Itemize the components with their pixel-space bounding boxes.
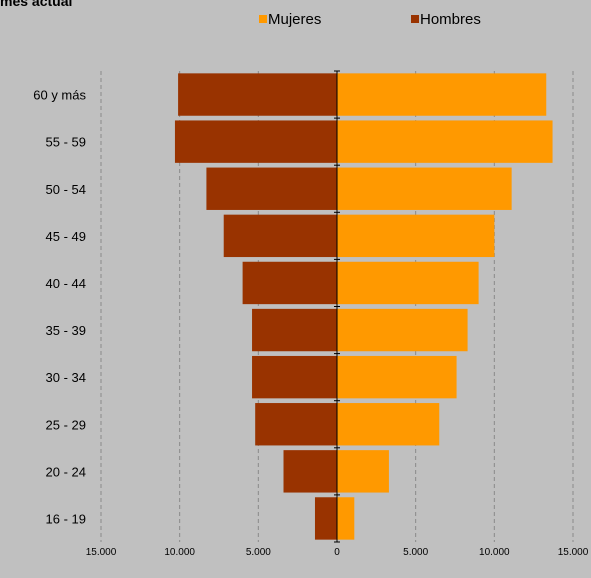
bar-hombres-30-34 [252, 355, 337, 399]
tick-labels: 15.000 10.000 5.000 0 5.000 10.000 15.000 [86, 547, 589, 558]
bars [174, 73, 553, 540]
x-tick-label: 10.000 [164, 547, 195, 558]
x-tick-label: 15.000 [558, 547, 589, 558]
axis [334, 70, 340, 543]
category-label: 45 - 49 [46, 229, 86, 244]
chart-title: mes actual [0, 0, 72, 9]
category-label: 16 - 19 [46, 511, 86, 526]
bar-hombres-40-44 [242, 261, 337, 305]
x-tick-label: 0 [334, 547, 340, 558]
bar-mujeres-35-39 [337, 308, 468, 352]
x-tick-label: 10.000 [479, 547, 510, 558]
bar-hombres-45-49 [223, 214, 337, 258]
bar-hombres-60ymás [178, 73, 337, 116]
category-label: 30 - 34 [46, 370, 86, 385]
bar-hombres-25-29 [255, 403, 337, 446]
x-tick-label: 5.000 [246, 547, 271, 558]
bar-hombres-50-54 [206, 167, 337, 210]
bar-mujeres-55-59 [337, 120, 553, 163]
legend: Mujeres Hombres [259, 11, 481, 28]
category-label: 60 y más [33, 88, 86, 103]
bar-mujeres-50-54 [337, 167, 512, 210]
legend-label-mujeres: Mujeres [268, 11, 321, 28]
bar-mujeres-30-34 [337, 355, 457, 399]
category-label: 25 - 29 [46, 417, 86, 432]
category-labels: 16 - 19 20 - 24 25 - 29 30 - 34 35 - 39 40 - … [33, 88, 86, 527]
category-label: 35 - 39 [46, 323, 86, 338]
bar-mujeres-25-29 [337, 403, 440, 446]
category-label: 50 - 54 [46, 182, 86, 197]
x-tick-label: 15.000 [86, 547, 117, 558]
legend-swatch-hombres [411, 15, 419, 23]
legend-swatch-mujeres [259, 15, 267, 23]
legend-label-hombres: Hombres [420, 11, 481, 28]
bar-hombres-20-24 [283, 450, 337, 493]
bar-hombres-35-39 [252, 308, 337, 352]
bar-mujeres-60ymás [337, 73, 547, 116]
bar-mujeres-20-24 [337, 450, 389, 493]
bar-hombres-16-19 [314, 497, 337, 540]
category-label: 40 - 44 [46, 276, 86, 291]
category-label: 20 - 24 [46, 464, 86, 479]
bar-mujeres-45-49 [337, 214, 495, 258]
bar-mujeres-16-19 [337, 497, 355, 540]
bar-hombres-55-59 [174, 120, 337, 163]
x-tick-label: 5.000 [403, 547, 428, 558]
bar-mujeres-40-44 [337, 261, 479, 305]
category-label: 55 - 59 [46, 135, 86, 150]
